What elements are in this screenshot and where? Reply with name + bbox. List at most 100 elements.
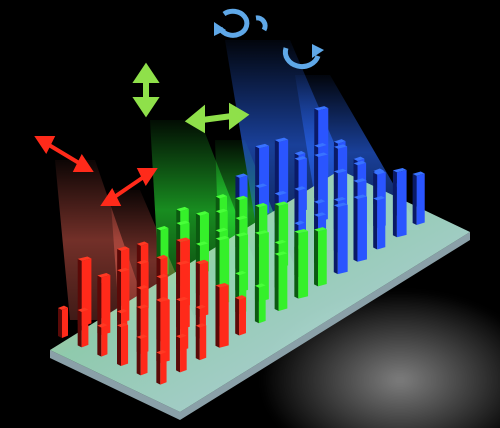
- circular-arrow-icon: [214, 8, 268, 38]
- nanopillar-side: [215, 285, 220, 348]
- nanopillar-side: [314, 229, 319, 287]
- nanopillar: [278, 253, 288, 311]
- nanopillar-top: [176, 237, 190, 242]
- nanopillar-top: [255, 143, 270, 149]
- nanopillar: [377, 198, 386, 250]
- double-headed-arrow-icon: [34, 136, 94, 172]
- nanopillar-top: [294, 229, 309, 234]
- nanopillar-top: [333, 168, 347, 174]
- nanopillar: [239, 297, 246, 336]
- nanopillar-top: [97, 323, 108, 328]
- nanopillar: [298, 231, 309, 299]
- nanopillar-side: [294, 231, 299, 299]
- nanopillar-top: [156, 297, 170, 303]
- nanopillar-top: [373, 170, 386, 175]
- nanopillar-top: [254, 230, 269, 235]
- nanopillar-top: [373, 168, 384, 173]
- nanopillar-top: [255, 183, 268, 188]
- circular-arrow-icon: [282, 44, 324, 70]
- nanopillar: [416, 173, 425, 225]
- nanopillar-side: [156, 300, 161, 364]
- nanopillar: [140, 336, 148, 376]
- nanopillar-side: [176, 336, 181, 373]
- nanopillar-top: [176, 206, 189, 212]
- nanopillar-side: [77, 310, 82, 348]
- nanopillar-top: [235, 270, 247, 276]
- nanopillar-top: [274, 251, 288, 256]
- nanopillar-top: [176, 296, 189, 302]
- nanopillar-top: [136, 285, 149, 290]
- nanopillar-top: [235, 232, 249, 237]
- nanopillar-top: [77, 256, 92, 261]
- nanopillar-top: [294, 220, 305, 226]
- nanopillar-side: [97, 325, 102, 357]
- nanopillar-side: [274, 140, 279, 203]
- nanopillar-top: [215, 194, 228, 199]
- nanopillar-top: [117, 322, 129, 328]
- nanopillar-top: [215, 282, 229, 288]
- nanopillar: [121, 324, 129, 366]
- nanopillar-top: [58, 305, 68, 310]
- nanopillar-side: [195, 325, 200, 361]
- nanopillar-top: [314, 199, 326, 204]
- nanopillar: [278, 139, 289, 203]
- nanopillar-top: [294, 151, 306, 156]
- nanopillar: [180, 335, 187, 373]
- nanopillar-side: [195, 262, 200, 317]
- nanopillar-top: [195, 211, 209, 216]
- nanopillar-top: [235, 295, 246, 300]
- nanopillar-top: [254, 283, 266, 288]
- double-headed-arrow-icon: [100, 168, 158, 206]
- nanopillar-top: [412, 171, 425, 176]
- nanopillar-top: [176, 333, 187, 339]
- nanopillar-top: [117, 246, 130, 251]
- nanopillar-top: [294, 156, 307, 161]
- nanopillar-side: [333, 205, 338, 275]
- nanopillar: [62, 307, 68, 338]
- nanopillar: [396, 169, 407, 238]
- nanopillar-top: [136, 334, 148, 339]
- nanopillar: [337, 204, 348, 275]
- nanopillar-top: [117, 309, 128, 314]
- nanopillar-top: [136, 304, 149, 309]
- nanopillar: [199, 325, 207, 361]
- nanopillar-top: [215, 208, 228, 214]
- nanopillar: [219, 284, 229, 348]
- nanopillar-top: [77, 307, 89, 313]
- nanopillar-side: [235, 297, 240, 336]
- nanopillar-side: [392, 170, 397, 238]
- nanopillar: [160, 299, 170, 364]
- nanopillar-top: [235, 195, 248, 201]
- nanopillar-side: [156, 352, 161, 385]
- nanopillar-top: [117, 267, 130, 273]
- nanopillar-side: [117, 325, 121, 366]
- nanopillar-top: [255, 202, 268, 208]
- nanopillar-top: [353, 160, 367, 166]
- nanopillar-top: [235, 173, 248, 178]
- nanopillar-top: [314, 143, 327, 148]
- nanopillar-top: [195, 304, 206, 310]
- nanopillar-array: [58, 106, 425, 385]
- nanopillar-top: [274, 137, 289, 143]
- nanopillar-top: [195, 259, 209, 265]
- nanopillar-top: [215, 227, 228, 233]
- nanopillar-top: [176, 220, 190, 225]
- nanopillar-top: [156, 254, 168, 260]
- nanopillar-top: [176, 260, 190, 266]
- double-headed-arrow-icon: [184, 102, 250, 134]
- nanopillar-side: [254, 232, 259, 302]
- nanopillar-top: [97, 273, 111, 278]
- nanopillar-side: [412, 173, 417, 225]
- nanopillar-top: [353, 194, 367, 199]
- nanopillar-top: [274, 201, 289, 206]
- nanopillar-top: [294, 186, 306, 191]
- nanopillar-top: [156, 350, 167, 355]
- nanopillar-top: [195, 241, 209, 246]
- nanopillar-top: [195, 323, 207, 328]
- nanopillar-top: [353, 156, 365, 162]
- nanopillar-top: [333, 196, 347, 202]
- nanopillar: [199, 261, 209, 317]
- nanopillar-side: [136, 336, 141, 376]
- nanopillar-top: [235, 215, 248, 221]
- nanopillar-top: [274, 190, 288, 196]
